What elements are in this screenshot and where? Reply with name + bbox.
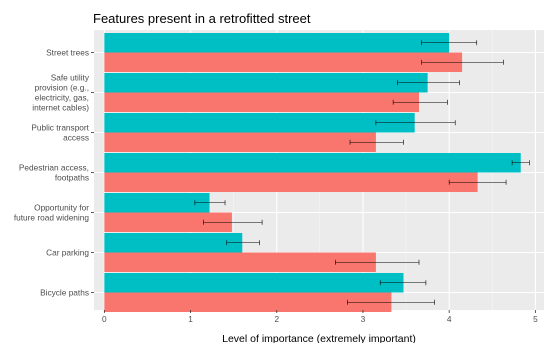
bar <box>104 113 415 133</box>
y-tick-label-line: Bicycle paths <box>40 288 89 298</box>
bar <box>104 52 463 72</box>
bar <box>104 273 404 293</box>
x-axis-title: Level of importance (extremely important… <box>222 333 416 343</box>
x-tick-label: 2 <box>274 314 279 324</box>
y-tick-label-line: future road widening <box>14 213 90 223</box>
y-tick-label-line: access <box>63 133 89 143</box>
y-tick-label-line: footpaths <box>55 173 89 183</box>
bar <box>104 73 428 93</box>
y-tick-label-line: electricity, gas, <box>35 93 89 103</box>
bar <box>104 292 392 312</box>
x-tick-label: 5 <box>533 314 538 324</box>
y-tick-label: Car parking <box>46 248 89 258</box>
y-tick-label-line: Car parking <box>46 248 89 258</box>
x-tick-label: 1 <box>188 314 193 324</box>
y-tick-label: Opportunity for future road widening <box>14 203 90 223</box>
y-tick-label: Public transport access <box>31 123 89 143</box>
y-tick-label-line: Pedestrian access, <box>19 163 89 173</box>
bar <box>104 132 376 152</box>
bars <box>104 33 521 312</box>
x-axis: 0 1 2 3 4 5 <box>102 310 538 324</box>
x-tick-label: 3 <box>361 314 366 324</box>
bar <box>104 33 450 53</box>
y-tick-label-line: Safe utility <box>51 73 90 83</box>
y-tick-label-line: internet cables) <box>32 103 89 113</box>
y-tick-label: Pedestrian access, footpaths <box>19 163 89 183</box>
bar <box>104 212 232 232</box>
y-tick-label-line: Opportunity for <box>34 203 89 213</box>
y-tick-label: Safe utility provision (e.g., electricity,… <box>32 73 90 113</box>
y-tick-label: Bicycle paths <box>40 288 89 298</box>
bar <box>104 233 243 253</box>
bar <box>104 193 210 213</box>
bar <box>104 172 478 192</box>
bar <box>104 92 420 112</box>
y-tick-label: Street trees <box>46 48 89 58</box>
y-tick-label-line: Street trees <box>46 48 89 58</box>
x-tick-label: 0 <box>102 314 107 324</box>
y-tick-label-line: Public transport <box>31 123 89 133</box>
y-tick-label-line: provision (e.g., <box>35 83 89 93</box>
x-tick-label: 4 <box>447 314 452 324</box>
y-axis: Street trees Safe utility provision (e.g.,… <box>14 48 94 298</box>
bar <box>104 252 376 272</box>
chart-title: Features present in a retrofitted street <box>93 11 311 26</box>
bar <box>104 153 521 173</box>
error-bars <box>194 40 530 305</box>
